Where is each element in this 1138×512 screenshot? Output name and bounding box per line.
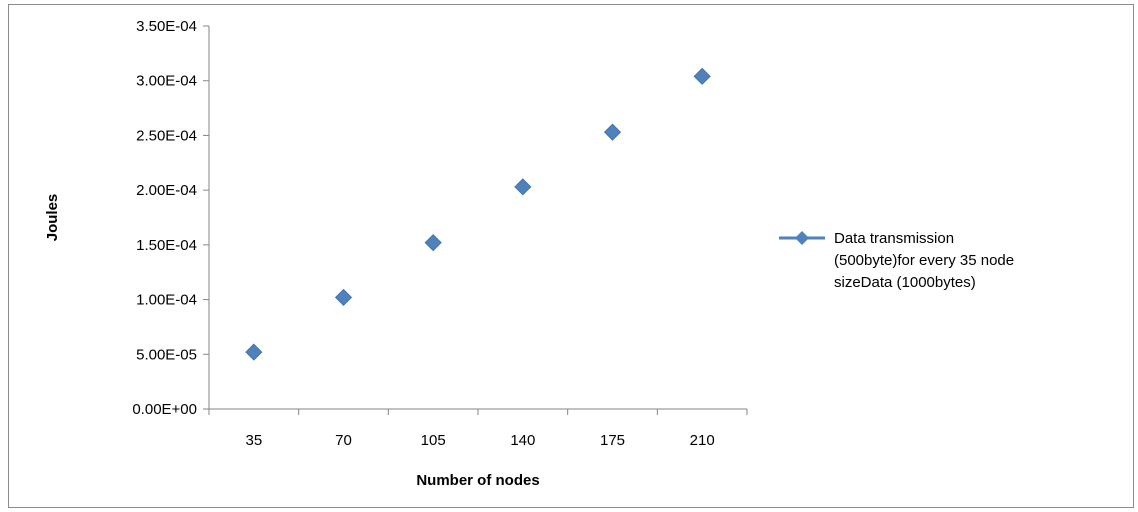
- x-axis-title: Number of nodes: [416, 472, 539, 489]
- y-tick-label: 2.50E-04: [136, 127, 197, 144]
- x-tick-label: 35: [245, 432, 262, 449]
- x-tick-label: 140: [510, 432, 535, 449]
- legend-label-line-1: Data transmission: [834, 230, 954, 247]
- y-tick-label: 3.50E-04: [136, 18, 197, 35]
- y-axis-ticks: 0.00E+00 5.00E-05 1.00E-04 1.50E-04 2.00E-04…: [132, 18, 209, 418]
- data-point: [334, 288, 353, 306]
- x-tick-label: 70: [335, 432, 352, 449]
- data-point: [245, 343, 263, 361]
- x-tick-label: 175: [600, 432, 625, 449]
- legend-label-line-3: sizeData (1000bytes): [834, 274, 976, 291]
- legend-label-line-2: (500byte)for every 35 node: [834, 252, 1014, 269]
- data-point: [514, 178, 532, 196]
- y-axis-title: Joules: [44, 194, 61, 242]
- data-point: [603, 123, 622, 141]
- chart-area: 0.00E+00 5.00E-05 1.00E-04 1.50E-04 2.00E-04…: [8, 4, 1134, 508]
- x-tick-label: 210: [690, 432, 715, 449]
- legend-diamond-marker: [795, 231, 809, 245]
- data-point: [424, 234, 442, 252]
- y-tick-label: 0.00E+00: [132, 401, 197, 418]
- y-tick-label: 1.00E-04: [136, 292, 197, 309]
- y-tick-label: 5.00E-05: [136, 346, 197, 363]
- x-axis-ticks: 35 70 105 140 175 210: [208, 409, 748, 449]
- y-tick-label: 1.50E-04: [136, 237, 197, 254]
- data-points: [245, 67, 711, 361]
- data-point: [693, 67, 711, 85]
- y-tick-label: 2.00E-04: [136, 182, 197, 199]
- y-tick-label: 3.00E-04: [136, 73, 197, 90]
- x-tick-label: 105: [421, 432, 446, 449]
- scatter-chart: 0.00E+00 5.00E-05 1.00E-04 1.50E-04 2.00E-04…: [44, 18, 1014, 489]
- legend: Data transmission (500byte)for every 35 …: [779, 230, 1014, 291]
